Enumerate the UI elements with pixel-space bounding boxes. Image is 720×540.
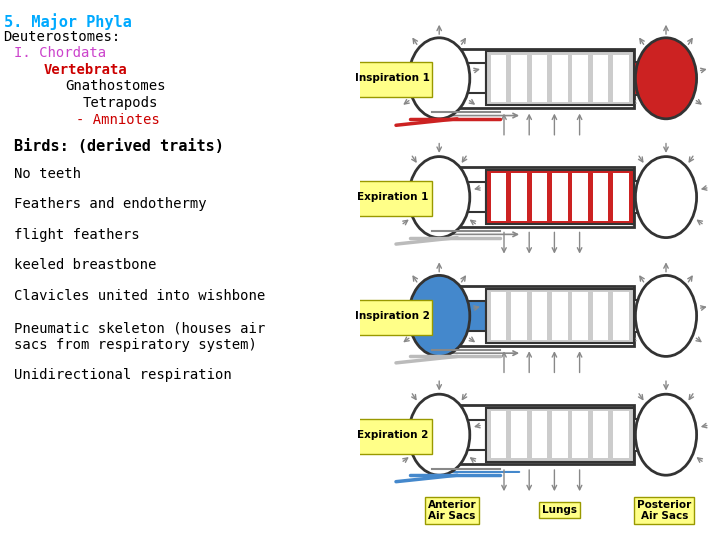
Text: Anterior
Air Sacs: Anterior Air Sacs <box>428 500 476 521</box>
Text: Expiration 2: Expiration 2 <box>356 430 428 440</box>
Text: Inspiration 1: Inspiration 1 <box>355 73 430 83</box>
Text: Pneumatic skeleton (houses air: Pneumatic skeleton (houses air <box>14 321 266 335</box>
Ellipse shape <box>635 394 697 475</box>
Bar <box>593 173 608 221</box>
Bar <box>531 173 547 221</box>
Bar <box>593 411 608 458</box>
Bar <box>491 55 506 102</box>
Ellipse shape <box>409 275 470 356</box>
Bar <box>552 55 567 102</box>
Bar <box>531 292 547 340</box>
Bar <box>593 55 608 102</box>
Text: Clavicles united into wishbone: Clavicles united into wishbone <box>14 289 266 303</box>
Ellipse shape <box>409 38 470 119</box>
Bar <box>552 411 567 458</box>
Bar <box>486 170 634 224</box>
Text: Unidirectional respiration: Unidirectional respiration <box>14 368 232 382</box>
Bar <box>491 173 506 221</box>
Bar <box>572 292 588 340</box>
Text: Feathers and endothermy: Feathers and endothermy <box>14 197 207 211</box>
Bar <box>552 173 567 221</box>
Bar <box>572 55 588 102</box>
Text: Expiration 1: Expiration 1 <box>356 192 428 202</box>
Bar <box>511 173 527 221</box>
Text: 5. Major Phyla: 5. Major Phyla <box>4 14 131 30</box>
Bar <box>613 411 629 458</box>
Bar <box>572 173 588 221</box>
Text: I. Chordata: I. Chordata <box>14 46 107 60</box>
Bar <box>613 55 629 102</box>
FancyBboxPatch shape <box>458 167 634 227</box>
Text: Birds: (derived traits): Birds: (derived traits) <box>14 139 224 154</box>
Bar <box>511 292 527 340</box>
Text: Deuterostomes:: Deuterostomes: <box>4 30 121 44</box>
Bar <box>491 411 506 458</box>
Bar <box>486 289 634 343</box>
Bar <box>511 411 527 458</box>
Bar <box>462 63 486 93</box>
Bar <box>486 51 634 105</box>
Bar <box>613 292 629 340</box>
Text: Gnathostomes: Gnathostomes <box>65 79 166 93</box>
Text: Vertebrata: Vertebrata <box>43 63 127 77</box>
Bar <box>634 62 651 94</box>
Text: keeled breastbone: keeled breastbone <box>14 258 157 272</box>
Bar <box>486 408 634 462</box>
Bar <box>462 301 486 330</box>
Text: Posterior
Air Sacs: Posterior Air Sacs <box>637 500 691 521</box>
Text: Tetrapods: Tetrapods <box>83 96 158 110</box>
Bar <box>462 420 486 449</box>
Bar <box>572 411 588 458</box>
Bar <box>634 300 651 332</box>
Bar <box>511 55 527 102</box>
Text: - Amniotes: - Amniotes <box>76 113 159 127</box>
Bar <box>531 55 547 102</box>
Ellipse shape <box>409 157 470 238</box>
Ellipse shape <box>635 157 697 238</box>
Bar <box>531 411 547 458</box>
Text: flight feathers: flight feathers <box>14 228 140 242</box>
Ellipse shape <box>409 394 470 475</box>
Bar <box>552 292 567 340</box>
FancyBboxPatch shape <box>353 300 432 335</box>
Ellipse shape <box>635 275 697 356</box>
Bar <box>593 292 608 340</box>
Bar <box>462 182 486 212</box>
Bar <box>634 418 651 451</box>
FancyBboxPatch shape <box>353 418 432 454</box>
Ellipse shape <box>635 38 697 119</box>
FancyBboxPatch shape <box>458 49 634 108</box>
FancyBboxPatch shape <box>353 62 432 97</box>
Bar <box>613 173 629 221</box>
Bar <box>634 181 651 213</box>
Text: No teeth: No teeth <box>14 167 81 181</box>
Text: Lungs: Lungs <box>542 505 577 515</box>
Text: Inspiration 2: Inspiration 2 <box>355 311 430 321</box>
FancyBboxPatch shape <box>458 286 634 346</box>
FancyBboxPatch shape <box>458 405 634 464</box>
FancyBboxPatch shape <box>353 181 432 216</box>
Bar <box>491 292 506 340</box>
Text: sacs from respiratory system): sacs from respiratory system) <box>14 338 257 352</box>
